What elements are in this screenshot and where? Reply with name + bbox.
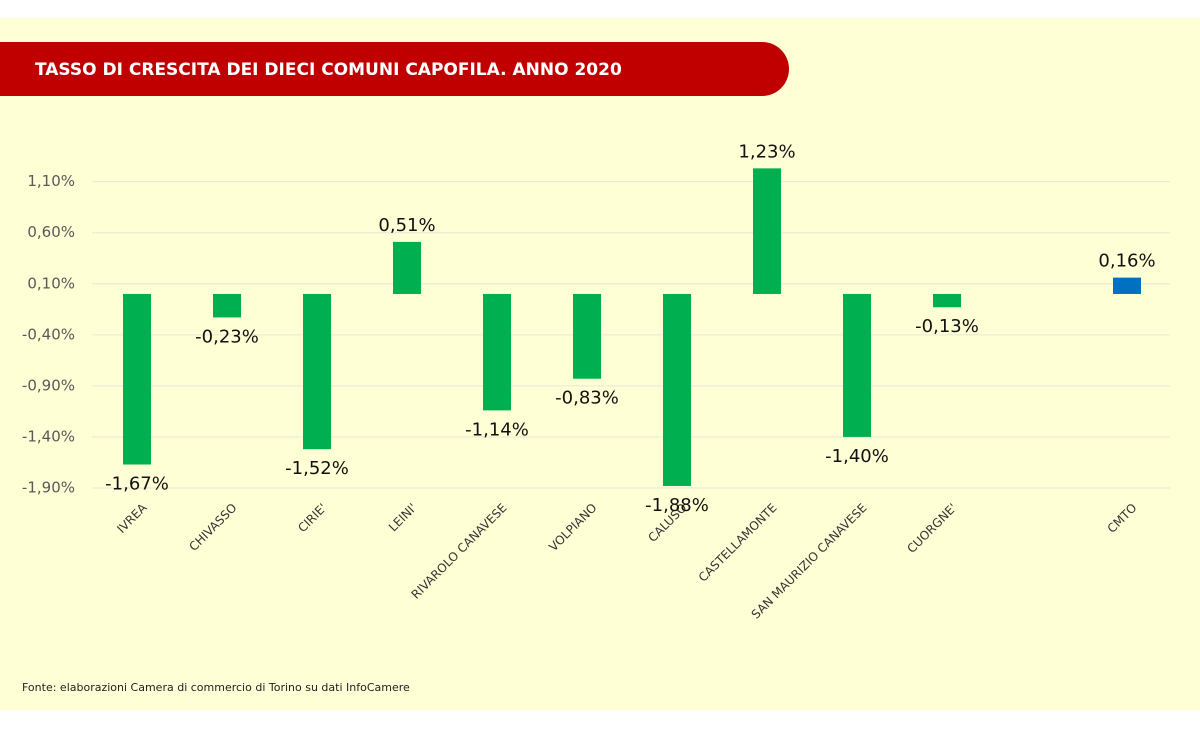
y-tick-label: 0,60% bbox=[27, 223, 75, 241]
value-label: 1,23% bbox=[738, 141, 795, 162]
bar bbox=[483, 293, 511, 411]
value-label: -0,13% bbox=[915, 316, 979, 337]
chart-title: TASSO DI CRESCITA DEI DIECI COMUNI CAPOF… bbox=[35, 60, 622, 80]
value-label: -1,14% bbox=[465, 419, 529, 440]
y-tick-label: -0,90% bbox=[22, 376, 75, 394]
y-tick-label: 0,10% bbox=[27, 274, 75, 292]
value-label: 0,51% bbox=[378, 215, 435, 236]
y-tick-label: 1,10% bbox=[27, 172, 75, 190]
value-label: 0,16% bbox=[1098, 251, 1155, 272]
bar bbox=[933, 293, 961, 308]
bar bbox=[123, 293, 151, 465]
value-label: -1,88% bbox=[645, 495, 709, 516]
bar bbox=[393, 241, 421, 294]
value-label: -1,52% bbox=[285, 458, 349, 479]
bar bbox=[573, 293, 601, 379]
y-tick-label: -1,40% bbox=[22, 427, 75, 445]
bar bbox=[753, 168, 781, 294]
bar bbox=[843, 293, 871, 437]
bar bbox=[663, 293, 691, 486]
bar bbox=[213, 293, 241, 318]
title-banner bbox=[0, 42, 789, 96]
y-tick-label: -1,90% bbox=[22, 479, 75, 497]
y-tick-label: -0,40% bbox=[22, 325, 75, 343]
value-label: -0,23% bbox=[195, 326, 259, 347]
bar bbox=[303, 293, 331, 450]
value-label: -1,67% bbox=[105, 474, 169, 495]
value-label: -1,40% bbox=[825, 446, 889, 467]
bar bbox=[1113, 277, 1141, 294]
value-label: -0,83% bbox=[555, 388, 619, 409]
source-note: Fonte: elaborazioni Camera di commercio … bbox=[22, 681, 410, 694]
